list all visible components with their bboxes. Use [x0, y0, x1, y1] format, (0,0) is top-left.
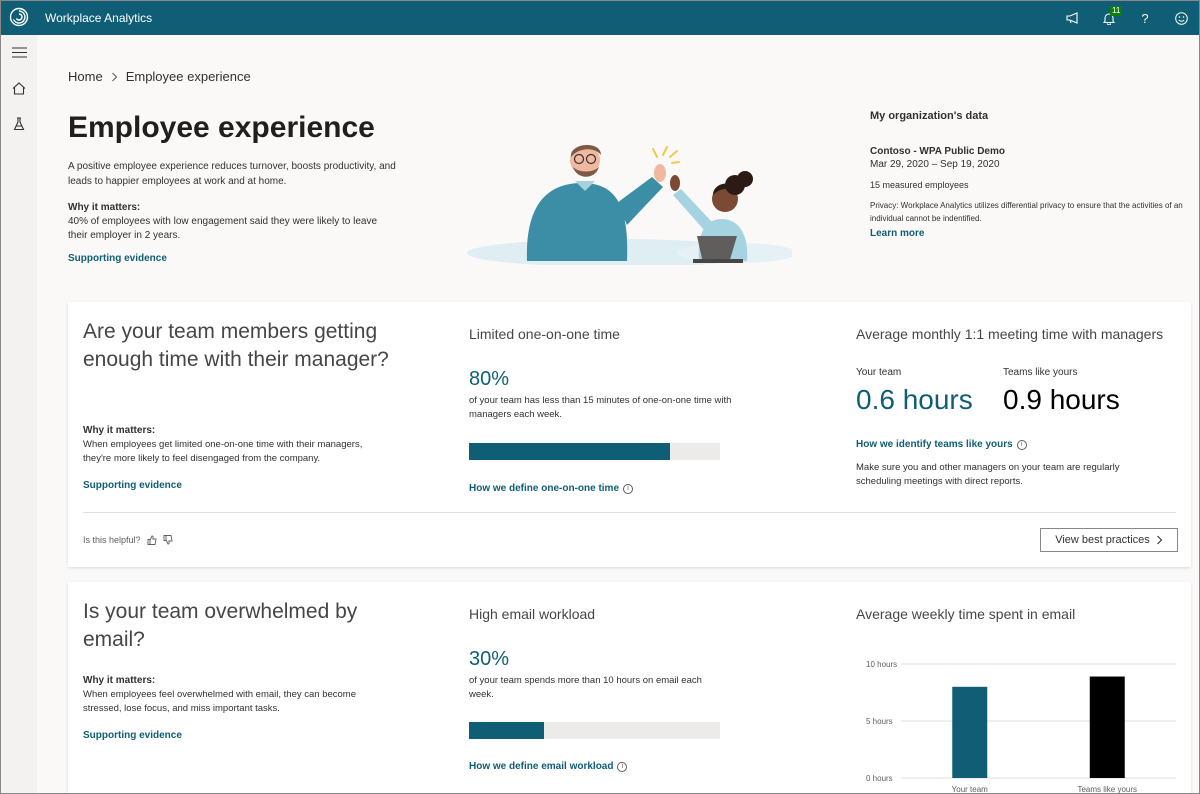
chevron-right-icon	[111, 72, 117, 81]
app-title[interactable]: Workplace Analytics	[45, 11, 153, 25]
measured-employees: 15 measured employees	[870, 180, 969, 190]
org-name: Contoso - WPA Public Demo	[870, 146, 1005, 157]
metric-description: of your team spends more than 10 hours o…	[469, 675, 702, 700]
why-text: When employees get limited one-on-one ti…	[83, 439, 363, 464]
chart-bar	[1089, 676, 1125, 778]
identify-link-label: How we identify teams like yours	[856, 439, 1013, 450]
megaphone-icon[interactable]	[1055, 1, 1091, 35]
card-why-it-matters: Why it matters: When employees get limit…	[83, 424, 393, 466]
why-label: Why it matters:	[68, 202, 141, 213]
chart-title: Average weekly time spent in email	[856, 606, 1076, 622]
org-panel-title: My organization's data	[870, 110, 989, 122]
why-label: Why it matters:	[83, 425, 156, 436]
thumbs-down-icon[interactable]	[163, 535, 173, 545]
metric-title: High email workload	[469, 606, 596, 622]
app-logo-icon[interactable]	[9, 7, 29, 27]
progress-bar	[469, 443, 720, 460]
chart-bar	[952, 686, 988, 778]
x-category-label: Your team	[952, 785, 989, 794]
help-icon[interactable]: ?	[1141, 10, 1149, 26]
teams-like-yours-value: 0.9 hours	[1003, 384, 1120, 415]
main-content: Home Employee experience Employee experi…	[37, 35, 1199, 794]
identify-teams-link[interactable]: How we identify teams like yours i	[856, 439, 1027, 450]
breadcrumb-home[interactable]: Home	[68, 69, 103, 84]
view-best-practices-button[interactable]: View best practices	[1040, 528, 1178, 552]
card-question: Are your team members getting enough tim…	[83, 320, 389, 371]
define-link-label: How we define email workload	[469, 761, 614, 772]
learn-more-link[interactable]: Learn more	[870, 228, 925, 239]
info-icon: i	[617, 761, 628, 772]
email-workload-card: Is your team overwhelmed by email? Why i…	[68, 582, 1191, 794]
define-one-on-one-link[interactable]: How we define one-on-one time i	[469, 483, 634, 494]
metric-description: of your team has less than 15 minutes of…	[469, 395, 732, 420]
smiley-icon[interactable]	[1163, 1, 1199, 35]
progress-bar-fill	[469, 443, 670, 460]
feedback-area: Is this helpful?	[83, 535, 173, 545]
notification-badge: 11	[1110, 6, 1123, 16]
why-text: When employees feel overwhelmed with ema…	[83, 689, 356, 714]
high-five-illustration	[467, 145, 792, 265]
email-time-bar-chart: 10 hours 5 hours 0 hours Your team Teams lik…	[866, 660, 1176, 794]
y-tick-label: 5 hours	[866, 717, 893, 726]
hamburger-menu-icon[interactable]	[1, 35, 37, 69]
hero-why-it-matters: Why it matters: 40% of employees with lo…	[68, 201, 398, 243]
page-title: Employee experience	[68, 111, 375, 144]
top-bar: Workplace Analytics 11 ?	[1, 1, 1199, 35]
supporting-evidence-link[interactable]: Supporting evidence	[83, 730, 182, 741]
page-description: A positive employee experience reduces t…	[68, 161, 396, 187]
define-email-workload-link[interactable]: How we define email workload i	[469, 761, 628, 772]
privacy-note: Privacy: Workplace Analytics utilizes di…	[870, 201, 1183, 223]
why-text: 40% of employees with low engagement sai…	[68, 216, 378, 241]
your-team-label: Your team	[856, 367, 902, 378]
define-link-label: How we define one-on-one time	[469, 483, 620, 494]
teams-like-yours-label: Teams like yours	[1003, 367, 1078, 378]
metric-percent: 80%	[469, 368, 510, 390]
card-why-it-matters: Why it matters: When employees feel over…	[83, 674, 393, 716]
left-nav-rail	[1, 35, 37, 793]
org-date-range: Mar 29, 2020 – Sep 19, 2020	[870, 159, 1000, 170]
thumbs-up-icon[interactable]	[147, 535, 157, 545]
breadcrumb: Home Employee experience	[68, 69, 251, 84]
organization-data-panel: My organization's data Contoso - WPA Pub…	[870, 110, 1190, 239]
comparison-title: Average monthly 1:1 meeting time with ma…	[856, 326, 1164, 342]
your-team-value: 0.6 hours	[856, 384, 973, 415]
card-divider	[83, 512, 1176, 513]
y-tick-label: 10 hours	[866, 660, 897, 669]
why-label: Why it matters:	[83, 675, 156, 686]
card-question: Is your team overwhelmed by email?	[83, 600, 358, 651]
supporting-evidence-link[interactable]: Supporting evidence	[83, 480, 182, 491]
manager-time-card: Are your team members getting enough tim…	[68, 302, 1191, 567]
bell-icon[interactable]: 11	[1091, 1, 1127, 35]
helpful-label: Is this helpful?	[83, 535, 141, 545]
y-tick-label: 0 hours	[866, 774, 893, 783]
metric-percent: 30%	[469, 648, 510, 670]
metric-title: Limited one-on-one time	[469, 326, 620, 342]
recommendation-note: Make sure you and other managers on your…	[856, 462, 1120, 487]
chevron-right-icon	[1156, 535, 1163, 545]
info-icon: i	[623, 483, 634, 494]
info-icon: i	[1016, 439, 1027, 450]
best-practices-label: View best practices	[1055, 534, 1150, 546]
breadcrumb-current: Employee experience	[125, 69, 251, 84]
progress-bar	[469, 722, 720, 739]
x-category-label: Teams like yours	[1077, 785, 1137, 794]
home-icon[interactable]	[1, 71, 37, 105]
progress-bar-fill	[469, 722, 545, 739]
flask-icon[interactable]	[1, 107, 37, 141]
supporting-evidence-link[interactable]: Supporting evidence	[68, 253, 167, 264]
